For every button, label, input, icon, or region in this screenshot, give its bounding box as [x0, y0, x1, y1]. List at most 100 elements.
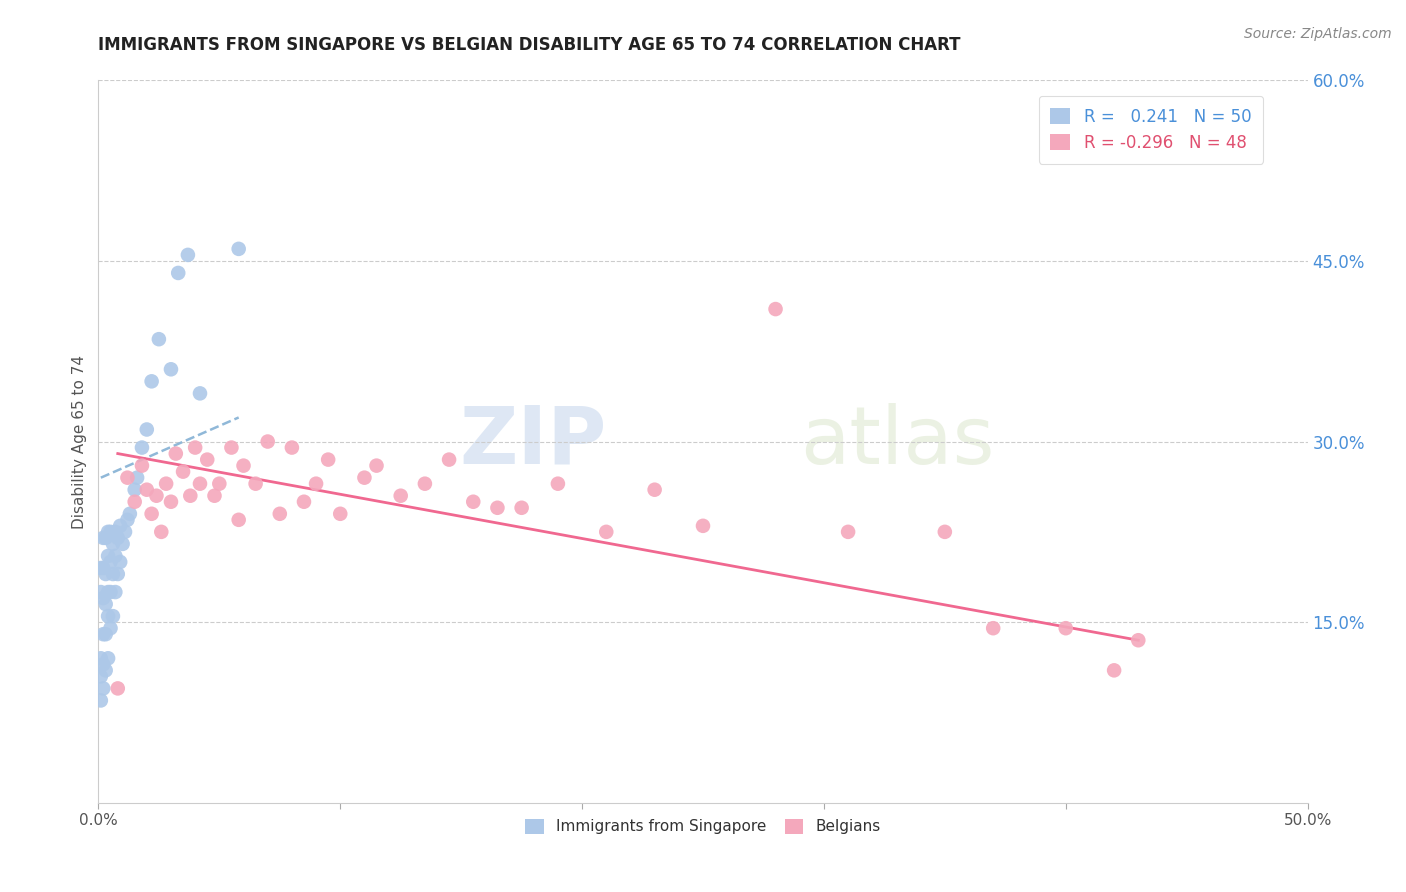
Point — [100, 621, 122, 635]
Point — [177, 248, 200, 262]
Point — [135, 483, 157, 497]
Point — [155, 476, 177, 491]
Text: Source: ZipAtlas.com: Source: ZipAtlas.com — [1244, 27, 1392, 41]
Point — [90, 585, 112, 599]
Point — [94, 567, 117, 582]
Point — [124, 494, 146, 508]
Point — [644, 483, 666, 497]
Point — [141, 507, 163, 521]
Point — [437, 452, 460, 467]
Point — [281, 441, 304, 455]
Point — [108, 518, 131, 533]
Point — [97, 549, 120, 563]
Point — [94, 627, 117, 641]
Point — [184, 441, 207, 455]
Point — [104, 549, 127, 563]
Point — [101, 567, 124, 582]
Point — [124, 483, 146, 497]
Point — [114, 524, 136, 539]
Point — [463, 494, 485, 508]
Point — [595, 524, 617, 539]
Point — [179, 489, 201, 503]
Point — [108, 555, 131, 569]
Point — [135, 422, 157, 436]
Point — [208, 476, 231, 491]
Point — [104, 585, 127, 599]
Point — [256, 434, 278, 449]
Point — [195, 452, 218, 467]
Point — [329, 507, 352, 521]
Point — [167, 266, 190, 280]
Point — [91, 627, 114, 641]
Point — [145, 489, 167, 503]
Point — [100, 555, 122, 569]
Point — [94, 597, 117, 611]
Point — [104, 524, 127, 539]
Point — [97, 651, 120, 665]
Point — [1128, 633, 1150, 648]
Point — [353, 470, 375, 484]
Point — [269, 507, 291, 521]
Point — [94, 664, 117, 678]
Point — [90, 651, 112, 665]
Point — [510, 500, 533, 515]
Point — [316, 452, 339, 467]
Point — [486, 500, 509, 515]
Point — [91, 657, 114, 672]
Point — [97, 609, 120, 624]
Point — [837, 524, 859, 539]
Point — [111, 537, 134, 551]
Point — [389, 489, 412, 503]
Point — [127, 470, 149, 484]
Point — [1054, 621, 1077, 635]
Text: IMMIGRANTS FROM SINGAPORE VS BELGIAN DISABILITY AGE 65 TO 74 CORRELATION CHART: IMMIGRANTS FROM SINGAPORE VS BELGIAN DIS… — [98, 36, 960, 54]
Point — [188, 386, 211, 401]
Point — [90, 693, 112, 707]
Point — [107, 567, 129, 582]
Point — [765, 301, 787, 317]
Point — [245, 476, 267, 491]
Point — [117, 513, 139, 527]
Text: atlas: atlas — [800, 402, 994, 481]
Point — [131, 458, 153, 473]
Point — [148, 332, 170, 346]
Text: ZIP: ZIP — [458, 402, 606, 481]
Point — [165, 446, 187, 460]
Point — [172, 465, 194, 479]
Point — [228, 242, 250, 256]
Point — [91, 681, 114, 696]
Point — [91, 561, 114, 575]
Point — [97, 585, 120, 599]
Point — [100, 524, 122, 539]
Point — [107, 681, 129, 696]
Point — [160, 494, 183, 508]
Point — [188, 476, 211, 491]
Point — [107, 531, 129, 545]
Point — [94, 531, 117, 545]
Point — [221, 441, 243, 455]
Point — [141, 374, 163, 388]
Point — [413, 476, 436, 491]
Point — [292, 494, 315, 508]
Point — [90, 669, 112, 683]
Point — [934, 524, 956, 539]
Point — [981, 621, 1004, 635]
Point — [91, 591, 114, 605]
Point — [150, 524, 173, 539]
Point — [232, 458, 254, 473]
Point — [90, 561, 112, 575]
Point — [118, 507, 141, 521]
Point — [117, 470, 139, 484]
Point — [91, 531, 114, 545]
Point — [692, 518, 714, 533]
Point — [547, 476, 569, 491]
Point — [305, 476, 328, 491]
Point — [101, 537, 124, 551]
Point — [101, 609, 124, 624]
Point — [97, 524, 120, 539]
Point — [131, 441, 153, 455]
Point — [100, 585, 122, 599]
Legend: Immigrants from Singapore, Belgians: Immigrants from Singapore, Belgians — [517, 812, 889, 842]
Point — [228, 513, 250, 527]
Point — [1102, 664, 1125, 678]
